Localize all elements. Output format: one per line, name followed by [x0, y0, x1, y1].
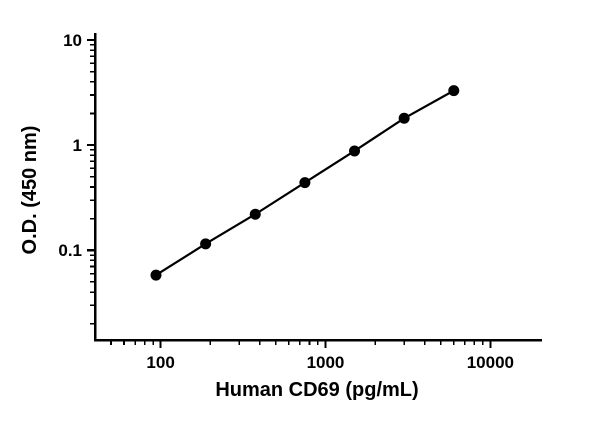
y-tick-label: 0.1	[58, 241, 82, 260]
x-tick-label: 1000	[307, 353, 345, 372]
y-axis-title: O.D. (450 nm)	[19, 126, 41, 255]
x-axis-title: Human CD69 (pg/mL)	[215, 379, 418, 401]
data-point	[448, 85, 460, 97]
y-tick-label: 1	[73, 136, 82, 155]
data-point	[249, 208, 261, 220]
data-point	[398, 112, 410, 124]
data-point	[150, 269, 162, 281]
data-point	[349, 145, 361, 157]
tick-layer: 100 1000 10000 0.1 1 10	[58, 31, 514, 372]
data-point	[299, 177, 311, 189]
x-tick-label: 10000	[467, 353, 514, 372]
data-point	[200, 238, 212, 250]
data-series-layer	[150, 85, 460, 281]
x-tick-label: 100	[146, 353, 174, 372]
y-tick-label: 10	[63, 31, 82, 50]
axis-layer	[93, 33, 542, 342]
